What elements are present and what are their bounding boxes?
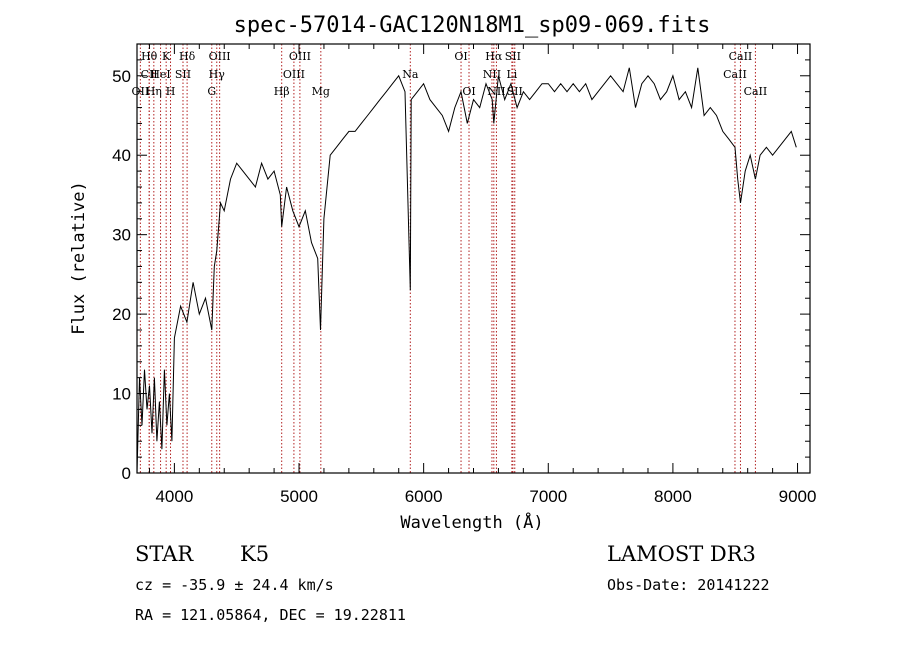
- y-tick-label: 50: [112, 67, 131, 86]
- object-subclass: K5: [240, 542, 269, 566]
- x-tick-label: 6000: [405, 487, 443, 506]
- y-axis-ticks: 0 10 20 30 40 50: [112, 43, 810, 483]
- spectral-line-label: Hδ: [179, 50, 196, 63]
- x-axis-ticks: 4000 5000 6000 7000 8000 9000: [148, 44, 817, 506]
- spectral-line-label: OIII: [283, 68, 305, 81]
- x-tick-label: 9000: [779, 487, 817, 506]
- spectral-line-label: SII: [175, 68, 191, 81]
- spectral-line-label: HeI: [150, 68, 170, 81]
- spectral-line-label: Hα: [485, 50, 503, 63]
- spectrum-line: [136, 67, 797, 474]
- y-tick-label: 30: [112, 226, 131, 245]
- spectral-line-label: OIII: [289, 50, 311, 63]
- obs-date: Obs-Date: 20141222: [607, 576, 770, 594]
- spectral-line-label: G: [207, 85, 216, 98]
- spectral-line-label: Hγ: [209, 68, 226, 81]
- y-tick-label: 20: [112, 305, 131, 324]
- x-tick-label: 5000: [280, 487, 318, 506]
- x-tick-label: 7000: [529, 487, 567, 506]
- spectral-line-label: CII: [141, 68, 158, 81]
- x-tick-label: 8000: [654, 487, 692, 506]
- spectral-line-markers: [139, 44, 756, 473]
- spectral-line-label: SII: [507, 85, 523, 98]
- y-axis-label: Flux (relative): [69, 181, 89, 335]
- spectral-line-label: H: [166, 85, 176, 98]
- spectral-line-label: Mg: [312, 85, 330, 98]
- spectral-line-label: NII: [483, 68, 501, 81]
- spectral-line-label: CaII: [744, 85, 768, 98]
- spectral-line-label: CaII: [729, 50, 753, 63]
- spectral-line-label: K: [162, 50, 171, 63]
- y-tick-label: 0: [122, 464, 131, 483]
- survey-name: LAMOST DR3: [607, 542, 756, 566]
- spectral-line-label: Na: [402, 68, 419, 81]
- spectral-line-label: Hβ: [274, 85, 290, 98]
- spectral-line-label: OIII: [209, 50, 231, 63]
- redshift-readout: cz = -35.9 ± 24.4 km/s: [135, 576, 334, 594]
- y-tick-label: 10: [112, 385, 131, 404]
- spectral-line-label: Hθ: [141, 50, 158, 63]
- spectral-line-label: SII: [505, 50, 521, 63]
- x-axis-label: Wavelength (Å): [400, 511, 543, 533]
- spectral-line-label: Li: [506, 68, 517, 81]
- object-class: STAR: [135, 542, 194, 566]
- x-tick-label: 4000: [155, 487, 193, 506]
- spectral-line-label: CaII: [723, 68, 747, 81]
- spectral-line-label: OI: [462, 85, 475, 98]
- spectral-line-label: OI: [454, 50, 467, 63]
- spectral-line-label: Hη: [146, 85, 162, 98]
- coordinates: RA = 121.05864, DEC = 19.22811: [135, 606, 406, 624]
- y-tick-label: 40: [112, 146, 131, 165]
- plot-frame: [136, 43, 811, 474]
- chart-title: spec-57014-GAC120N18M1_sp09-069.fits: [234, 13, 711, 38]
